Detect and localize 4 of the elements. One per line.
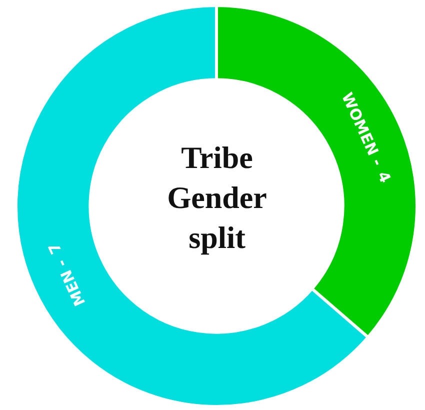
data-label: 4 — [374, 168, 394, 186]
slice-label: MEN - — [52, 256, 90, 309]
data-label: 7 — [44, 240, 66, 257]
text: Tribe Gender split — [166, 139, 268, 257]
